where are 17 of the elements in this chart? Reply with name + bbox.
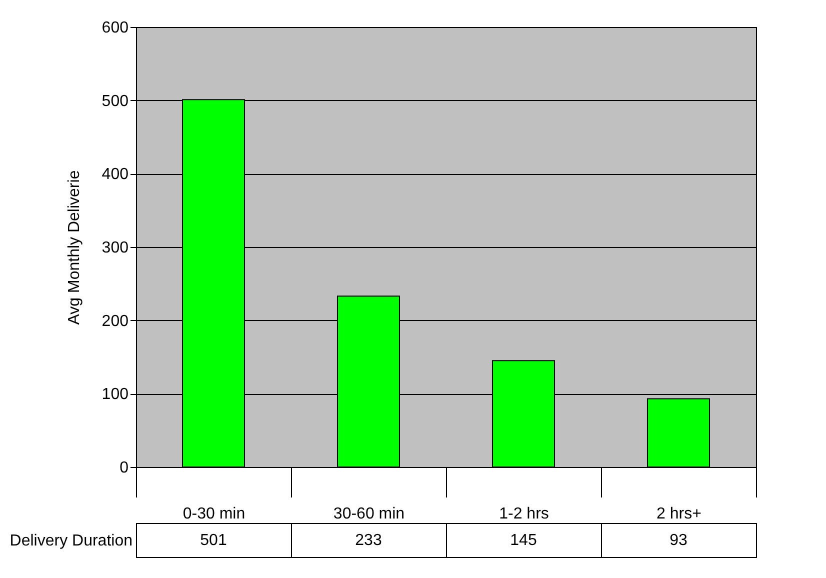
data-label: 93 [670, 532, 688, 549]
data-label: 145 [510, 532, 537, 549]
x-tick-label: 30-60 min [333, 506, 405, 522]
y-tick-label: 600 [102, 20, 129, 36]
y-tick-label: 500 [102, 92, 129, 110]
x-tick-label: 1-2 hrs [499, 506, 549, 522]
y-tick-label: 300 [102, 240, 129, 256]
y-axis-title: Avg Monthly Deliverie [66, 170, 83, 325]
x-tick-label: 0-30 min [182, 506, 246, 522]
y-tick-label: 400 [102, 166, 129, 184]
data-label: 501 [200, 532, 227, 549]
y-tick-label: 200 [102, 312, 129, 330]
y-tick-label: 100 [102, 386, 129, 404]
data-label: 233 [355, 532, 382, 549]
x-tick-label: 2 hrs+ [656, 506, 702, 522]
y-tick-label: 0 [120, 460, 129, 476]
text: Delivery Duration [10, 532, 132, 550]
